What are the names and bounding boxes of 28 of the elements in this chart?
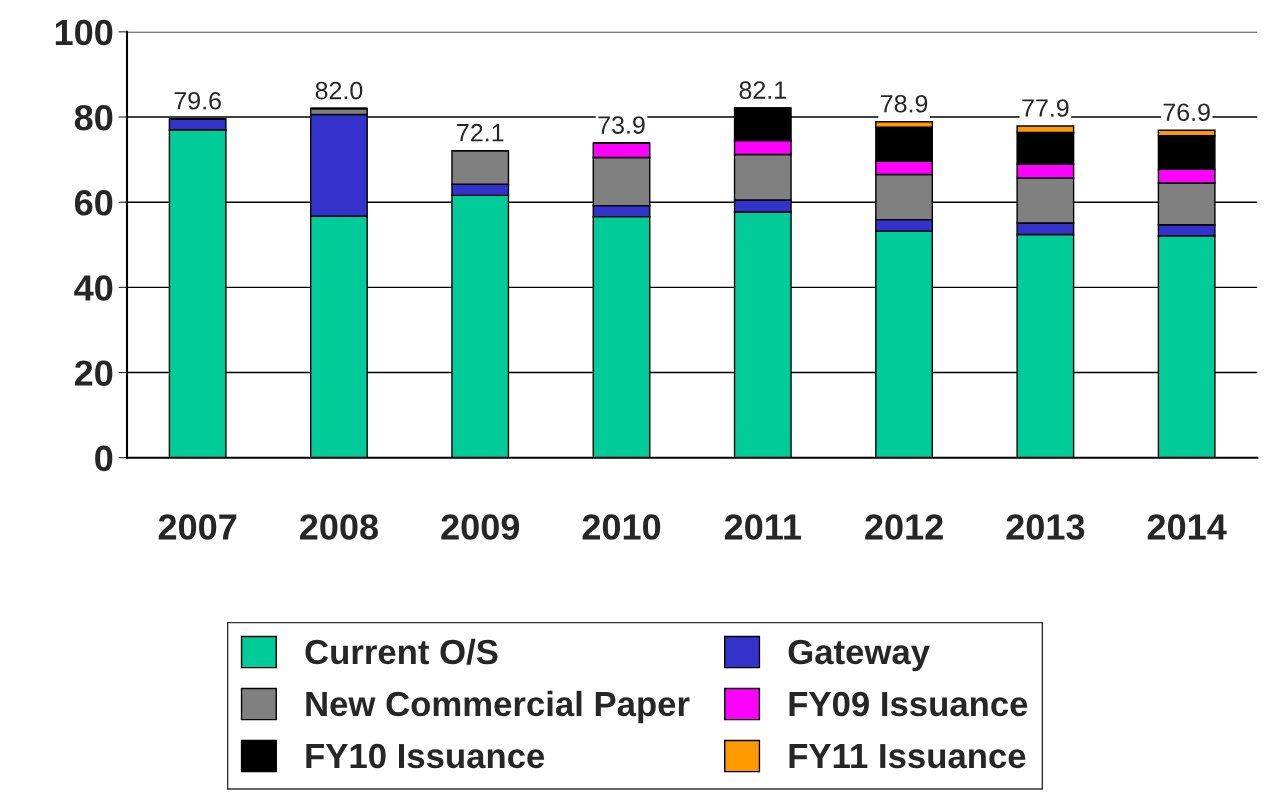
y-tick-label: 80 xyxy=(74,104,113,131)
total-label: 76.9 xyxy=(1163,103,1210,122)
legend-label: Gateway xyxy=(788,639,930,672)
legend-label: FY10 Issuance xyxy=(306,743,545,769)
legend-label: FY11 Issuance xyxy=(789,744,1026,769)
x-tick-label: 2013 xyxy=(1006,514,1085,540)
y-tick-label: 100 xyxy=(55,19,113,46)
y-tick-label: 40 xyxy=(74,275,113,301)
x-tick-label: 2014 xyxy=(1147,514,1227,540)
total-label: 82.0 xyxy=(315,81,363,100)
total-label: 72.1 xyxy=(457,123,504,142)
x-tick-label: 2012 xyxy=(865,514,943,540)
total-label: 77.9 xyxy=(1022,99,1069,117)
legend-label: New Commercial Paper xyxy=(306,690,690,724)
legend-label: Current O/S xyxy=(305,638,498,665)
x-tick-label: 2007 xyxy=(158,514,237,540)
total-label: 79.6 xyxy=(174,91,221,110)
total-label: 73.9 xyxy=(598,116,645,134)
legend-label: FY09 Issuance xyxy=(789,691,1028,717)
y-tick-label: 0 xyxy=(95,445,113,472)
x-tick-label: 2010 xyxy=(582,514,661,540)
total-label: 78.9 xyxy=(881,94,928,113)
total-label: 82.1 xyxy=(739,81,786,99)
x-tick-label: 2008 xyxy=(300,514,378,540)
x-tick-label: 2009 xyxy=(441,514,520,540)
y-tick-label: 20 xyxy=(74,360,113,386)
x-tick-label: 2011 xyxy=(724,514,801,540)
y-tick-label: 60 xyxy=(74,190,113,216)
